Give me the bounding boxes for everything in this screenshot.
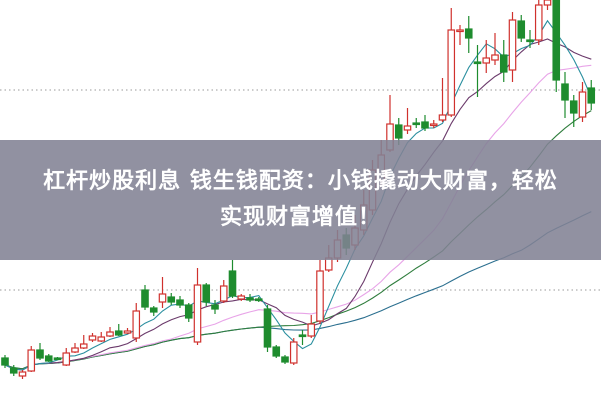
- candle-down: [569, 100, 578, 114]
- ma10-line: [4, 38, 592, 371]
- candle-up: [237, 295, 246, 300]
- candle-down: [298, 334, 307, 338]
- candle-up: [438, 114, 447, 121]
- candle-down: [53, 357, 62, 361]
- candle-up: [289, 341, 298, 364]
- candle-up: [62, 352, 71, 366]
- candle-up: [219, 285, 228, 302]
- candle-down: [211, 304, 219, 310]
- candle-down: [281, 356, 289, 363]
- candle-up: [429, 123, 438, 127]
- candle-down: [412, 122, 421, 126]
- candle-up: [132, 310, 141, 339]
- candle-down: [246, 297, 254, 301]
- candle-down: [167, 296, 176, 303]
- candle-down: [587, 87, 596, 104]
- candle-down: [176, 299, 184, 306]
- candle-down: [1, 357, 9, 366]
- candle-down: [9, 367, 18, 374]
- candle-down: [44, 355, 53, 362]
- candle-up: [71, 347, 79, 353]
- candle-down: [517, 20, 526, 39]
- candle-down: [228, 270, 237, 297]
- candle-down: [552, 0, 561, 81]
- candle-down: [202, 284, 211, 303]
- candle-up: [316, 270, 324, 322]
- candle-down: [272, 346, 281, 357]
- candle-up: [534, 4, 543, 41]
- candle-down: [114, 330, 123, 336]
- ma5-line: [4, 19, 592, 371]
- headline-banner: 杠杆炒股利息 钱生钱配资：小钱撬动大财富，轻松 实现财富增值！: [0, 140, 601, 260]
- candle-up: [578, 91, 587, 118]
- candle-up: [106, 331, 114, 337]
- candle-up: [482, 57, 491, 64]
- candle-up: [193, 284, 202, 343]
- candle-up: [543, 0, 552, 6]
- candle-up: [447, 29, 456, 116]
- candle-down: [526, 39, 534, 43]
- candle-down: [394, 124, 403, 139]
- candle-up: [403, 125, 412, 131]
- candle-down: [141, 289, 149, 308]
- candle-down: [184, 304, 193, 319]
- ma20-line: [4, 64, 592, 371]
- candle-up: [158, 293, 167, 303]
- candle-up: [456, 29, 464, 33]
- candle-up: [97, 336, 106, 342]
- candle-down: [254, 298, 263, 302]
- candle-up: [508, 19, 517, 71]
- candle-down: [36, 349, 44, 359]
- candle-up: [88, 335, 97, 341]
- candle-up: [307, 323, 316, 337]
- candle-up: [123, 330, 132, 334]
- candle-down: [561, 83, 569, 101]
- candle-up: [27, 349, 36, 372]
- candle-down: [464, 28, 473, 39]
- candle-down: [421, 121, 429, 129]
- candle-down: [499, 54, 508, 73]
- headline-line-2: 实现财富增值！: [219, 205, 381, 230]
- candle-down: [263, 308, 272, 348]
- candle-up: [491, 54, 499, 61]
- candle-down: [473, 61, 482, 65]
- candle-up: [18, 371, 27, 377]
- candle-down: [149, 307, 158, 313]
- headline-line-1: 杠杆炒股利息 钱生钱配资：小钱撬动大财富，轻松: [43, 169, 558, 194]
- candle-up: [79, 343, 88, 349]
